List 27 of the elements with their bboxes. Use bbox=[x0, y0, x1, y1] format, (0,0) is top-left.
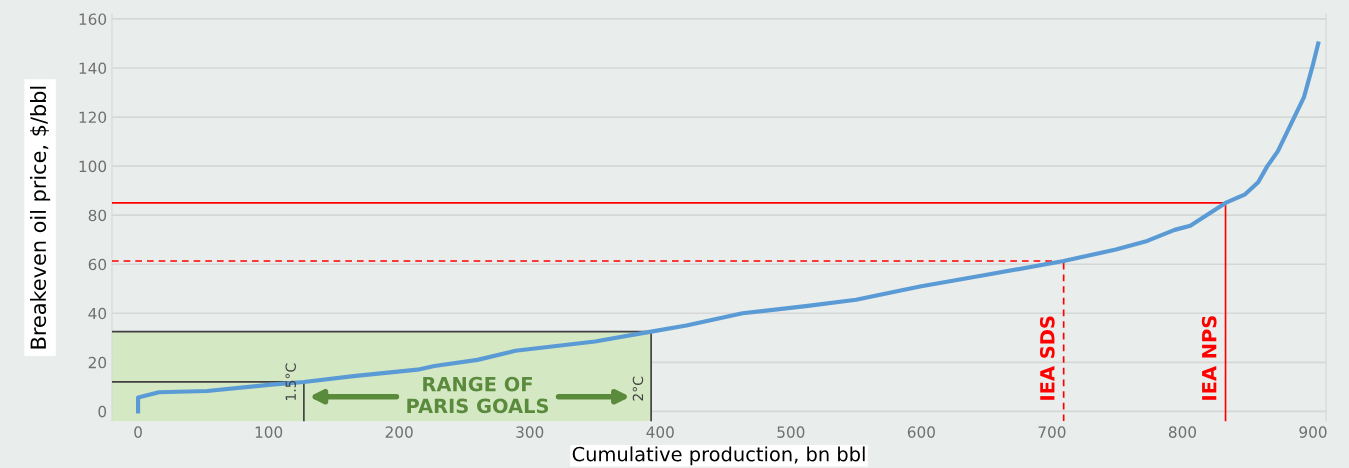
x-tick-label: 300 bbox=[516, 426, 544, 438]
x-tick-label: 0 bbox=[134, 426, 142, 438]
y-axis-title: Breakeven oil price, $/bbl bbox=[30, 86, 51, 349]
x-tick-label: 600 bbox=[907, 426, 935, 438]
ref-line-label: IEA NPS bbox=[1201, 316, 1217, 400]
y-tick-label: 20 bbox=[88, 356, 107, 369]
y-tick-label: 100 bbox=[79, 160, 107, 173]
x-tick-label: 900 bbox=[1299, 426, 1327, 438]
x-tick-label: 200 bbox=[385, 426, 413, 438]
y-tick-label: 120 bbox=[79, 111, 107, 124]
y-tick-label: 40 bbox=[88, 307, 107, 320]
x-axis-title: Cumulative production, bn bbl bbox=[572, 446, 865, 466]
y-tick-label: 0 bbox=[98, 405, 107, 418]
y-tick-label: 60 bbox=[88, 258, 107, 271]
x-tick-label: 700 bbox=[1038, 426, 1066, 438]
x-tick-label: 500 bbox=[777, 426, 805, 438]
x-tick-label: 800 bbox=[1168, 426, 1197, 438]
ref-line-label: 1.5°C bbox=[285, 363, 296, 401]
y-tick-label: 160 bbox=[79, 13, 107, 25]
x-tick-label: 100 bbox=[255, 426, 283, 438]
y-tick-label: 80 bbox=[88, 209, 107, 222]
y-tick-label: 140 bbox=[79, 62, 107, 75]
ref-line-label: IEA SDS bbox=[1039, 316, 1055, 400]
ref-line-label: 2°C bbox=[632, 376, 644, 401]
line-series bbox=[135, 41, 1321, 414]
annotation: RANGE OF PARIS GOALS bbox=[407, 376, 549, 414]
x-tick-label: 400 bbox=[646, 426, 674, 438]
